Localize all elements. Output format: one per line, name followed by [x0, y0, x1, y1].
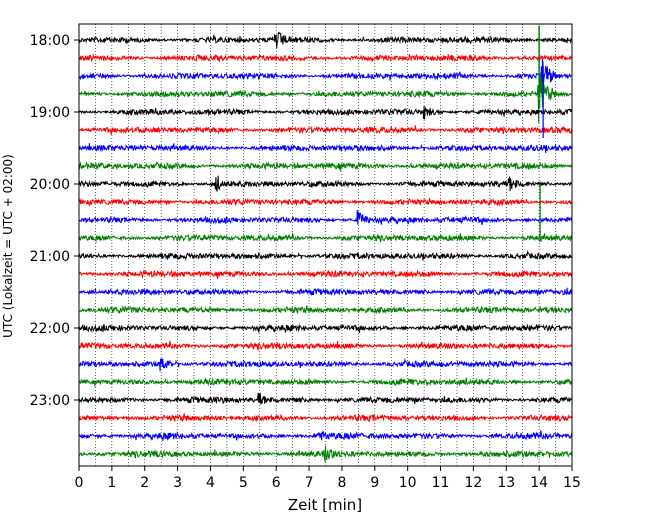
x-tick-label: 15: [563, 475, 581, 491]
x-axis-title: Zeit [min]: [288, 496, 362, 514]
y-tick-label: 23:00: [30, 393, 70, 409]
x-tick-label: 9: [370, 475, 379, 491]
x-tick-label: 8: [337, 475, 346, 491]
trace-line: [78, 358, 573, 372]
trace-line: [79, 143, 573, 153]
trace-line: [78, 413, 573, 423]
y-tick-label: 22:00: [30, 321, 70, 337]
trace-line: [78, 72, 573, 124]
seismic-traces: [78, 26, 573, 463]
y-tick-label: 20:00: [30, 177, 70, 193]
trace-line: [78, 105, 573, 120]
trace-line: [78, 430, 573, 441]
trace-line: [78, 125, 573, 135]
x-tick-label: 7: [305, 475, 314, 491]
x-tick-label: 13: [497, 475, 515, 491]
y-tick-label: 19:00: [30, 105, 70, 121]
y-tick-label: 18:00: [30, 33, 70, 49]
x-tick-label: 10: [399, 475, 417, 491]
x-tick-label: 2: [140, 475, 149, 491]
trace-line: [78, 392, 573, 405]
trace-line: [78, 175, 573, 192]
trace-line: [78, 445, 573, 463]
y-tick-label: 21:00: [30, 249, 70, 265]
x-tick-label: 5: [239, 475, 248, 491]
plot-frame: [78, 23, 573, 467]
x-tick-label: 11: [432, 475, 450, 491]
trace-line: [78, 269, 573, 280]
x-tick-label: 12: [464, 475, 482, 491]
trace-line: [78, 287, 573, 297]
trace-line: [78, 53, 572, 63]
x-tick-label: 3: [173, 475, 182, 491]
x-tick-label: 1: [107, 475, 116, 491]
x-axis-ticks: 0 1 2 3 4 5 6 7 8 9 10 11 12 13 14 15: [75, 466, 581, 491]
x-tick-label: 14: [530, 475, 548, 491]
trace-line: [78, 340, 573, 351]
y-axis-title: UTC (Lokalzeit = UTC + 02:00): [1, 154, 15, 338]
trace-line: [78, 249, 573, 261]
trace-line: [78, 209, 573, 226]
x-tick-label: 6: [272, 475, 281, 491]
trace-line: [78, 31, 573, 49]
x-tick-label: 4: [206, 475, 215, 491]
x-tick-label: 0: [75, 475, 84, 491]
trace-line: [78, 377, 573, 387]
trace-line: [78, 59, 573, 98]
y-axis-ticks: 18:00 19:00 20:00 21:00 22:00 23:00: [30, 33, 79, 409]
trace-line: [78, 323, 573, 334]
trace-line: [78, 305, 573, 315]
trace-line: [78, 232, 573, 244]
trace-line: [78, 197, 573, 207]
trace-line: [78, 161, 573, 172]
